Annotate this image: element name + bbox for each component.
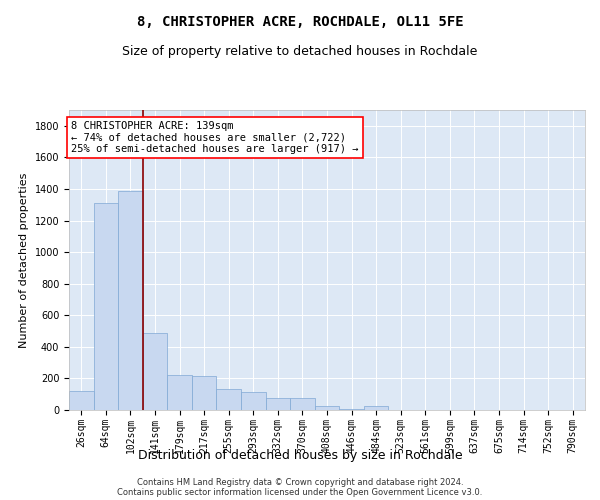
Text: Contains HM Land Registry data © Crown copyright and database right 2024.: Contains HM Land Registry data © Crown c… bbox=[137, 478, 463, 487]
Y-axis label: Number of detached properties: Number of detached properties bbox=[19, 172, 29, 348]
Text: Contains public sector information licensed under the Open Government Licence v3: Contains public sector information licen… bbox=[118, 488, 482, 497]
Text: Size of property relative to detached houses in Rochdale: Size of property relative to detached ho… bbox=[122, 45, 478, 58]
Text: 8 CHRISTOPHER ACRE: 139sqm
← 74% of detached houses are smaller (2,722)
25% of s: 8 CHRISTOPHER ACRE: 139sqm ← 74% of deta… bbox=[71, 121, 359, 154]
Text: 8, CHRISTOPHER ACRE, ROCHDALE, OL11 5FE: 8, CHRISTOPHER ACRE, ROCHDALE, OL11 5FE bbox=[137, 15, 463, 29]
Bar bbox=[241, 392, 266, 410]
Bar bbox=[69, 391, 94, 410]
Bar bbox=[364, 406, 388, 410]
Bar bbox=[217, 390, 241, 410]
Bar bbox=[143, 332, 167, 410]
Text: Distribution of detached houses by size in Rochdale: Distribution of detached houses by size … bbox=[137, 448, 463, 462]
Bar bbox=[167, 376, 192, 410]
Bar bbox=[94, 203, 118, 410]
Bar bbox=[192, 376, 217, 410]
Bar bbox=[339, 409, 364, 410]
Bar bbox=[290, 398, 315, 410]
Bar bbox=[118, 190, 143, 410]
Bar bbox=[315, 406, 339, 410]
Bar bbox=[266, 398, 290, 410]
